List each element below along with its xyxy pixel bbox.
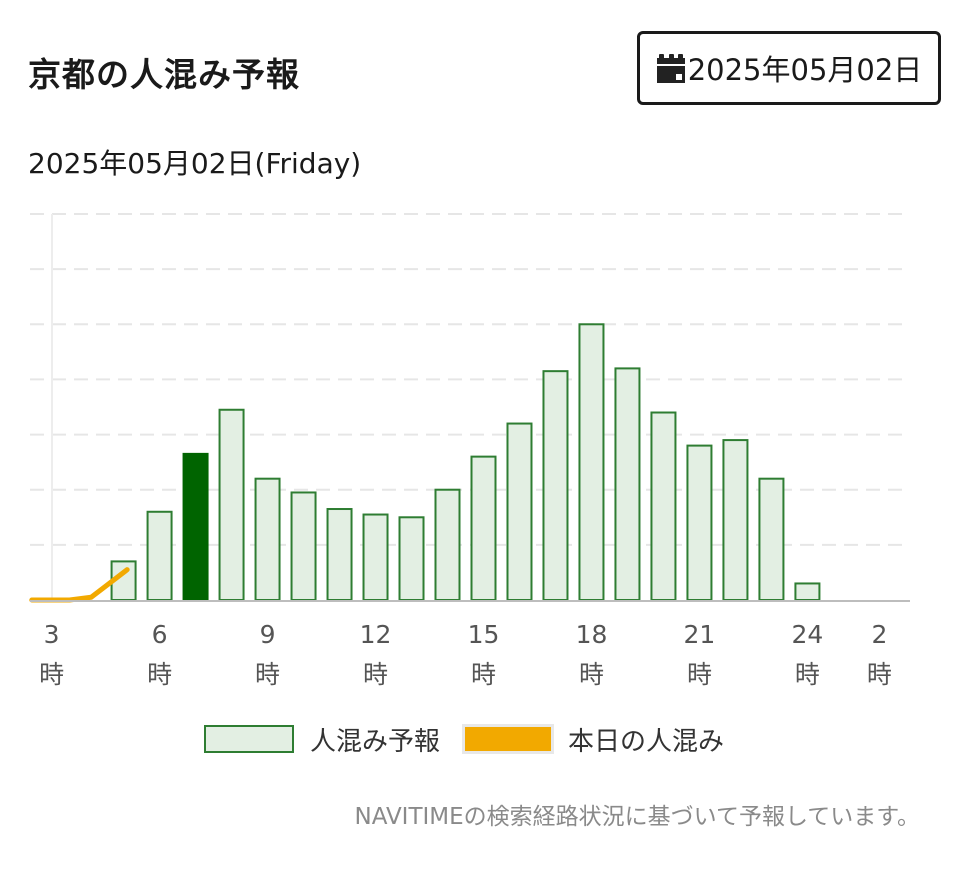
legend-forecast-label: 人混み予報 (310, 726, 441, 757)
data-source-note: NAVITIMEの検索経路状況に基づいて予報しています。 (354, 804, 920, 830)
legend-today-swatch (462, 724, 555, 754)
x-tick-label: 3 (44, 620, 60, 649)
selected-date: 2025年05月02日(Friday) (28, 147, 362, 180)
x-tick-unit: 時 (363, 660, 388, 689)
x-tick-label: 12 (360, 620, 392, 649)
x-tick-label: 2 (871, 620, 887, 649)
bar (722, 439, 749, 601)
bar (398, 516, 425, 601)
x-tick-label: 6 (152, 620, 168, 649)
bar (146, 510, 173, 601)
bar (758, 477, 785, 601)
bar (794, 582, 821, 602)
bar (218, 408, 245, 601)
page-title: 京都の人混み予報 (28, 55, 300, 94)
bar (542, 370, 569, 601)
bar (290, 491, 317, 602)
bar (470, 455, 497, 601)
x-tick-unit: 時 (147, 660, 172, 689)
x-tick-label: 9 (260, 620, 276, 649)
x-tick-unit: 時 (471, 660, 496, 689)
bar (362, 513, 389, 601)
x-tick-label: 15 (468, 620, 500, 649)
x-tick-label: 24 (792, 620, 824, 649)
chart-legend: 人混み予報 本日の人混み (204, 722, 725, 757)
bar (326, 508, 353, 601)
crowd-forecast-chart: 3 時 6 時 9 時 12 時 15 時 18 時 21 時 24 時 2 時 (29, 213, 910, 689)
bar (686, 444, 713, 601)
bar (578, 323, 605, 602)
bar (614, 367, 641, 601)
x-tick-unit: 時 (795, 660, 820, 689)
date-picker-button[interactable]: 2025年05月02日 (637, 31, 941, 105)
x-tick-label: 21 (684, 620, 716, 649)
x-tick-unit: 時 (867, 660, 892, 689)
x-tick-unit: 時 (579, 660, 604, 689)
bar (506, 422, 533, 601)
x-tick-unit: 時 (687, 660, 712, 689)
date-picker-label: 2025年05月02日 (687, 53, 923, 87)
bar (434, 488, 461, 602)
x-tick-unit: 時 (39, 660, 64, 689)
calendar-icon (656, 54, 685, 83)
bar-current-hour (182, 452, 209, 601)
legend-forecast-swatch (204, 725, 294, 753)
bar (254, 477, 281, 601)
bar (650, 411, 677, 601)
x-tick-unit: 時 (255, 660, 280, 689)
legend-today-label: 本日の人混み (568, 726, 725, 757)
x-tick-label: 18 (576, 620, 608, 649)
